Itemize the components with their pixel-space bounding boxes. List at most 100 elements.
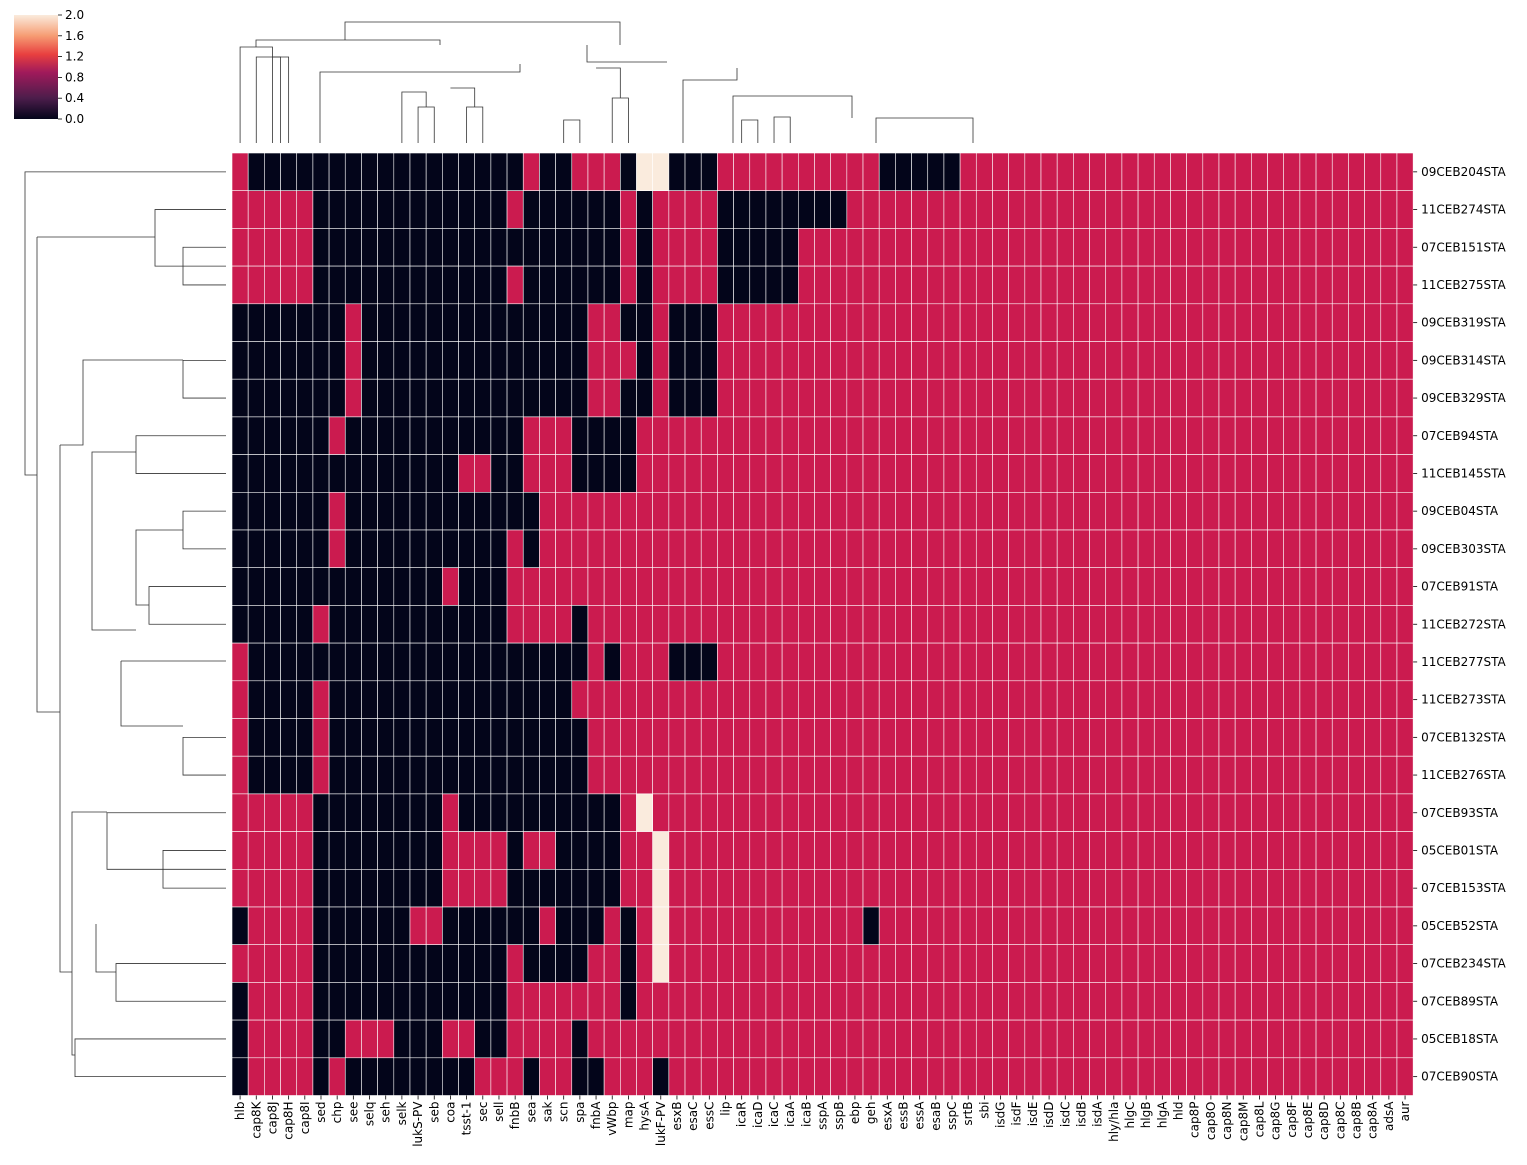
heatmap-cell: [797, 1057, 815, 1096]
heatmap-cell: [490, 944, 508, 983]
heatmap-cell: [668, 416, 686, 455]
dendrogram-link: [401, 91, 427, 143]
heatmap-cell: [1348, 718, 1365, 757]
heatmap-cell: [1024, 680, 1042, 719]
heatmap-cell: [684, 906, 702, 946]
heatmap-cell: [1348, 906, 1365, 946]
column-label: spa: [573, 1102, 587, 1123]
heatmap-cell: [361, 491, 378, 531]
heatmap-cell: [830, 944, 848, 983]
dendrogram-link: [741, 119, 759, 143]
heatmap-cell: [474, 341, 492, 380]
heatmap-cell: [895, 529, 912, 569]
heatmap-cell: [1089, 190, 1107, 229]
heatmap-cell: [361, 303, 378, 342]
heatmap-cell: [1267, 831, 1285, 870]
heatmap-cell: [1089, 680, 1107, 719]
heatmap-cell: [344, 567, 362, 606]
heatmap-cell: [280, 868, 298, 908]
heatmap-cell: [797, 868, 815, 908]
heatmap-cell: [328, 152, 346, 192]
heatmap-cell: [1186, 190, 1204, 229]
heatmap-cell: [749, 567, 767, 606]
column-label: hlgC: [1123, 1102, 1137, 1129]
heatmap-cell: [442, 190, 459, 229]
heatmap-cell: [765, 190, 783, 229]
heatmap-cell: [895, 152, 912, 192]
heatmap-cell: [878, 454, 896, 493]
heatmap-cell: [959, 416, 977, 455]
heatmap-cell: [652, 454, 670, 493]
heatmap-cell: [231, 341, 249, 380]
heatmap-cell: [927, 793, 945, 832]
heatmap-cell: [522, 718, 540, 757]
heatmap-cell: [895, 906, 912, 946]
heatmap-cell: [749, 718, 767, 757]
heatmap-cell: [765, 642, 783, 682]
heatmap-cell: [393, 491, 411, 531]
heatmap-cell: [652, 680, 670, 719]
heatmap-cell: [1137, 718, 1155, 757]
heatmap-cell: [1348, 491, 1365, 531]
heatmap-cell: [749, 793, 767, 832]
heatmap-cell: [992, 944, 1009, 983]
heatmap-cell: [506, 944, 524, 983]
heatmap-cell: [1040, 303, 1058, 342]
heatmap-cell: [1202, 755, 1220, 795]
heatmap-cell: [1153, 529, 1171, 569]
heatmap-cell: [231, 793, 249, 832]
heatmap-cell: [765, 793, 783, 832]
heatmap-cell: [1089, 793, 1107, 832]
heatmap-cell: [328, 228, 346, 267]
heatmap-cell: [506, 718, 524, 757]
heatmap-cell: [1202, 303, 1220, 342]
heatmap-cell: [1364, 1057, 1382, 1096]
heatmap-cell: [247, 190, 265, 229]
column-label: cap8B: [1350, 1102, 1364, 1139]
heatmap-cell: [781, 982, 799, 1021]
heatmap-cell: [830, 755, 848, 795]
heatmap-cell: [1073, 303, 1090, 342]
heatmap-cell: [652, 868, 670, 908]
heatmap-cell: [555, 755, 573, 795]
heatmap-cell: [247, 529, 265, 569]
heatmap-cell: [814, 755, 831, 795]
heatmap-cell: [296, 1019, 314, 1059]
heatmap-cell: [1267, 567, 1285, 606]
heatmap-cell: [846, 1057, 864, 1096]
heatmap-cell: [797, 265, 815, 305]
heatmap-cell: [733, 152, 751, 192]
heatmap-cell: [474, 1057, 492, 1096]
heatmap-cell: [1170, 793, 1187, 832]
heatmap-cell: [1089, 341, 1107, 380]
heatmap-cell: [652, 906, 670, 946]
heatmap-cell: [1121, 755, 1139, 795]
heatmap-cell: [1105, 868, 1123, 908]
heatmap-cell: [684, 944, 702, 983]
heatmap-cell: [1170, 491, 1187, 531]
heatmap-cell: [1331, 228, 1349, 267]
heatmap-cell: [1348, 605, 1365, 644]
heatmap-cell: [474, 190, 492, 229]
column-label: sspA: [816, 1101, 830, 1130]
heatmap-cell: [1364, 868, 1382, 908]
heatmap-cell: [1121, 416, 1139, 455]
heatmap-cell: [328, 529, 346, 569]
heatmap-cell: [490, 416, 508, 455]
heatmap-cell: [620, 416, 637, 455]
heatmap-cell: [506, 152, 524, 192]
heatmap-cell: [264, 1057, 281, 1096]
heatmap-cell: [377, 190, 395, 229]
dendrogram-link: [115, 963, 226, 1002]
heatmap-cell: [927, 755, 945, 795]
heatmap-cell: [571, 642, 589, 682]
heatmap-cell: [1153, 680, 1171, 719]
heatmap-cell: [1267, 378, 1285, 418]
heatmap-cell: [1234, 190, 1252, 229]
heatmap-cell: [474, 152, 492, 192]
heatmap-cell: [830, 567, 848, 606]
row-label: 07CEB153STA: [1421, 881, 1506, 895]
heatmap-cell: [1299, 416, 1317, 455]
heatmap-cell: [312, 718, 330, 757]
heatmap-cell: [1299, 567, 1317, 606]
